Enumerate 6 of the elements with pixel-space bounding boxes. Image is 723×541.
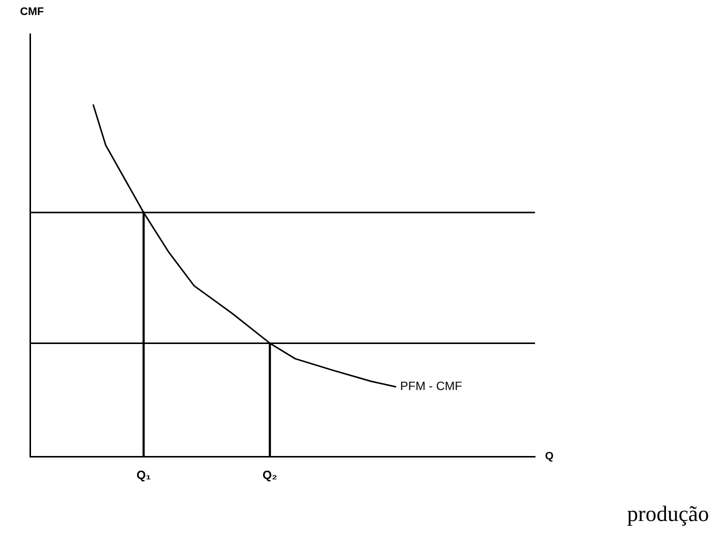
x-tick-label: Q₁ xyxy=(136,468,151,482)
x-axis-title: Q xyxy=(545,450,554,463)
text: CMF xyxy=(20,6,44,18)
series-label: PFM - CMF xyxy=(400,379,462,394)
x-tick-label: Q₂ xyxy=(262,468,278,482)
text: produção xyxy=(627,501,709,527)
